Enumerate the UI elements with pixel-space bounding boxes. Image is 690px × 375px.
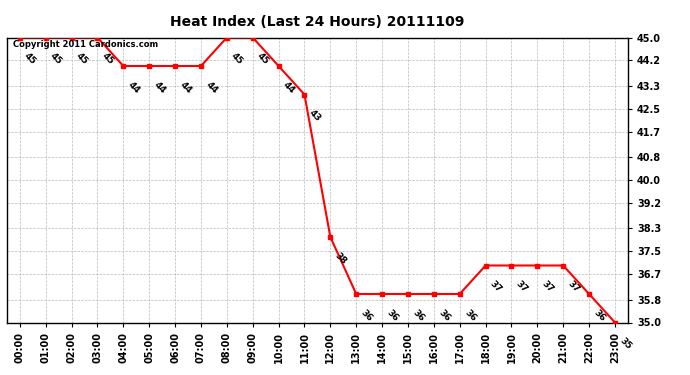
Text: Heat Index (Last 24 Hours) 20111109: Heat Index (Last 24 Hours) 20111109 — [170, 15, 464, 29]
Text: 37: 37 — [489, 279, 504, 295]
Text: 45: 45 — [23, 51, 38, 67]
Text: Copyright 2011 Cardonics.com: Copyright 2011 Cardonics.com — [13, 40, 158, 50]
Text: 45: 45 — [255, 51, 270, 67]
Text: 35: 35 — [618, 336, 633, 352]
Text: 36: 36 — [359, 308, 374, 323]
Text: 43: 43 — [307, 108, 322, 124]
Text: 37: 37 — [514, 279, 529, 295]
Text: 36: 36 — [592, 308, 607, 323]
Text: 44: 44 — [204, 80, 219, 95]
Text: 45: 45 — [48, 51, 63, 67]
Text: 37: 37 — [540, 279, 555, 295]
Text: 36: 36 — [437, 308, 452, 323]
Text: 36: 36 — [462, 308, 477, 323]
Text: 36: 36 — [385, 308, 400, 323]
Text: 37: 37 — [566, 279, 581, 295]
Text: 45: 45 — [100, 51, 115, 67]
Text: 45: 45 — [230, 51, 245, 67]
Text: 44: 44 — [152, 80, 168, 95]
Text: 38: 38 — [333, 251, 348, 266]
Text: 44: 44 — [282, 80, 297, 95]
Text: 44: 44 — [178, 80, 193, 95]
Text: 44: 44 — [126, 80, 141, 95]
Text: 45: 45 — [75, 51, 90, 67]
Text: 36: 36 — [411, 308, 426, 323]
